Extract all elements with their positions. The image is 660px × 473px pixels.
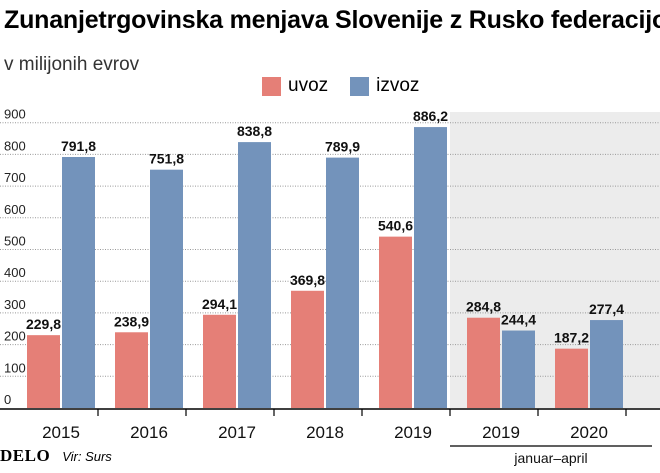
bar-uvoz <box>291 290 324 408</box>
value-label-izvoz: 277,4 <box>589 301 624 317</box>
legend-swatch-izvoz <box>350 76 370 96</box>
legend-label-uvoz: uvoz <box>288 75 329 96</box>
bar-uvoz <box>203 314 236 408</box>
y-tick-label: 600 <box>4 202 26 217</box>
footer: DELO Vir: Surs <box>0 446 112 466</box>
value-label-izvoz: 838,8 <box>237 123 272 139</box>
y-tick-label: 700 <box>4 170 26 185</box>
chart-title: Zunanjetrgovinska menjava Slovenije z Ru… <box>4 6 660 34</box>
bar-uvoz <box>379 236 412 408</box>
x-tick-label: 2020 <box>570 423 608 442</box>
legend-label-izvoz: izvoz <box>376 75 420 96</box>
x-tick-label: 2017 <box>218 423 256 442</box>
legend-swatch-uvoz <box>262 76 281 96</box>
delo-logo: DELO <box>0 446 51 465</box>
x-tick-label: 2018 <box>306 423 344 442</box>
bar-uvoz <box>115 332 148 408</box>
legend-item-izvoz: izvoz <box>350 75 419 97</box>
chart-subtitle: v milijonih evrov <box>4 54 140 75</box>
y-tick-label: 200 <box>4 329 26 344</box>
value-label-uvoz: 284,8 <box>466 299 501 315</box>
y-tick-label: 100 <box>4 360 26 375</box>
bar-izvoz <box>150 169 183 408</box>
value-label-uvoz: 369,8 <box>290 272 325 288</box>
bar-uvoz <box>27 335 60 408</box>
bar-izvoz <box>414 127 447 409</box>
bar-uvoz <box>555 348 588 408</box>
value-label-uvoz: 294,1 <box>202 296 237 312</box>
source-note: Vir: Surs <box>62 448 112 464</box>
y-tick-label: 300 <box>4 297 26 312</box>
y-tick-label: 400 <box>4 265 26 280</box>
value-label-izvoz: 886,2 <box>413 108 448 124</box>
legend: uvoz izvoz <box>262 75 441 97</box>
x-tick-label: 2019 <box>394 423 432 442</box>
value-label-uvoz: 540,6 <box>378 218 413 234</box>
value-label-izvoz: 244,4 <box>501 312 536 328</box>
bar-uvoz <box>467 317 500 408</box>
bar-izvoz <box>326 157 359 408</box>
bar-izvoz <box>62 156 95 408</box>
value-label-izvoz: 791,8 <box>61 138 96 154</box>
value-label-izvoz: 751,8 <box>149 151 184 167</box>
x-tick-label: 2016 <box>130 423 168 442</box>
value-label-izvoz: 789,9 <box>325 139 360 155</box>
y-tick-label: 0 <box>4 392 11 407</box>
bar-izvoz <box>590 320 623 408</box>
y-tick-label: 900 <box>4 107 26 122</box>
x-tick-label: 2019 <box>482 423 520 442</box>
y-tick-label: 500 <box>4 234 26 249</box>
x-tick-label: 2015 <box>42 423 80 442</box>
bar-izvoz <box>502 330 535 408</box>
value-label-uvoz: 229,8 <box>26 316 61 332</box>
value-label-uvoz: 187,2 <box>554 330 589 346</box>
y-tick-label: 800 <box>4 138 26 153</box>
group-label: januar–april <box>513 450 587 466</box>
bar-izvoz <box>238 142 271 408</box>
value-label-uvoz: 238,9 <box>114 313 149 329</box>
legend-item-uvoz: uvoz <box>262 75 328 97</box>
